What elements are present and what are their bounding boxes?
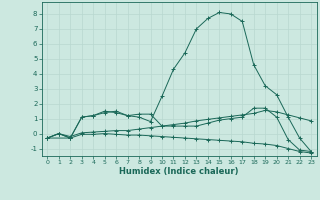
- X-axis label: Humidex (Indice chaleur): Humidex (Indice chaleur): [119, 167, 239, 176]
